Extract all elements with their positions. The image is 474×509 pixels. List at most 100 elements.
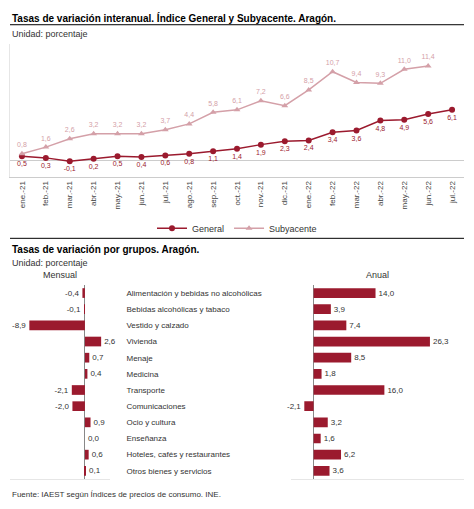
svg-text:5,6: 5,6	[423, 118, 433, 125]
svg-text:3,9: 3,9	[334, 305, 346, 314]
svg-text:2,6: 2,6	[104, 337, 116, 346]
svg-text:0,6: 0,6	[160, 159, 170, 166]
svg-text:1,8: 1,8	[325, 369, 337, 378]
svg-text:4,8: 4,8	[376, 125, 386, 132]
svg-text:2,3: 2,3	[280, 145, 290, 152]
svg-text:3,6: 3,6	[333, 466, 345, 475]
svg-text:Menaje: Menaje	[126, 353, 153, 362]
svg-text:0,5: 0,5	[17, 160, 27, 167]
svg-text:feb.-21: feb.-21	[41, 181, 50, 206]
svg-text:6,1: 6,1	[232, 97, 242, 104]
svg-text:Medicina: Medicina	[126, 370, 159, 379]
svg-text:6,6: 6,6	[280, 93, 290, 100]
svg-text:9,3: 9,3	[376, 71, 386, 78]
svg-text:nov.-21: nov.-21	[256, 181, 265, 208]
svg-text:0,9: 0,9	[94, 418, 106, 427]
svg-text:1,6: 1,6	[41, 135, 51, 142]
svg-text:0,0: 0,0	[88, 434, 100, 443]
svg-text:Unidad: porcentaje: Unidad: porcentaje	[12, 29, 88, 39]
svg-text:Otros bienes y servicios: Otros bienes y servicios	[126, 467, 211, 476]
svg-text:Enseñanza: Enseñanza	[126, 434, 167, 443]
svg-text:Vestido y calzado: Vestido y calzado	[126, 321, 189, 330]
svg-text:7,4: 7,4	[349, 321, 361, 330]
svg-text:8,5: 8,5	[304, 77, 314, 84]
svg-text:1,1: 1,1	[208, 155, 218, 162]
svg-text:jul.-22: jul.-22	[448, 181, 457, 204]
svg-text:1,9: 1,9	[256, 149, 266, 156]
svg-text:feb.-22: feb.-22	[328, 181, 337, 206]
svg-text:Comunicaciones: Comunicaciones	[126, 402, 185, 411]
svg-text:4,4: 4,4	[184, 111, 194, 118]
svg-text:Fuente: IAEST según Índices de: Fuente: IAEST según Índices de precios d…	[12, 490, 221, 499]
svg-text:Transporte: Transporte	[126, 386, 165, 395]
svg-text:ene.-22: ene.-22	[304, 181, 313, 209]
svg-text:Tasas de variación interanual.: Tasas de variación interanual. Índice Ge…	[12, 12, 336, 24]
svg-text:may.-22: may.-22	[400, 181, 409, 210]
svg-text:jul.-21: jul.-21	[161, 181, 170, 204]
svg-text:0,6: 0,6	[92, 450, 104, 459]
svg-text:Ocio y cultura: Ocio y cultura	[126, 418, 175, 427]
svg-text:16,0: 16,0	[387, 386, 403, 395]
svg-text:Hoteles, cafés y restaurantes: Hoteles, cafés y restaurantes	[126, 450, 230, 459]
svg-text:ene.-21: ene.-21	[18, 181, 27, 209]
svg-text:14,0: 14,0	[379, 289, 395, 298]
svg-text:3,2: 3,2	[89, 121, 99, 128]
svg-text:2,4: 2,4	[304, 144, 314, 151]
svg-text:abr.-22: abr.-22	[376, 181, 385, 206]
svg-text:1,6: 1,6	[324, 434, 336, 443]
svg-text:Mensual: Mensual	[43, 270, 77, 280]
svg-text:sep.-21: sep.-21	[209, 181, 218, 208]
svg-text:abr.-21: abr.-21	[89, 181, 98, 206]
svg-text:Tasas de variación por grupos.: Tasas de variación por grupos. Aragón.	[12, 244, 199, 255]
svg-text:ago.-21: ago.-21	[185, 181, 194, 209]
svg-text:0,5: 0,5	[113, 160, 123, 167]
svg-text:11,0: 11,0	[398, 57, 411, 64]
svg-text:0,3: 0,3	[41, 162, 51, 169]
svg-text:3,2: 3,2	[137, 121, 147, 128]
svg-text:may.-21: may.-21	[113, 181, 122, 210]
svg-text:-2,1: -2,1	[54, 386, 68, 395]
svg-text:0,7: 0,7	[92, 353, 104, 362]
svg-text:Bebidas alcohólicas y tabaco: Bebidas alcohólicas y tabaco	[126, 305, 230, 314]
svg-text:3,6: 3,6	[352, 135, 362, 142]
svg-text:-2,0: -2,0	[55, 402, 69, 411]
svg-text:10,7: 10,7	[326, 59, 340, 66]
svg-text:3,2: 3,2	[331, 418, 343, 427]
svg-text:General: General	[192, 224, 224, 234]
svg-text:0,4: 0,4	[137, 161, 147, 168]
svg-text:Vivienda: Vivienda	[126, 337, 157, 346]
svg-text:Anual: Anual	[366, 270, 389, 280]
svg-text:Unidad: porcentaje: Unidad: porcentaje	[12, 258, 88, 268]
svg-text:mar.-22: mar.-22	[352, 181, 361, 209]
svg-text:-2,1: -2,1	[287, 402, 301, 411]
svg-text:-0,1: -0,1	[67, 305, 81, 314]
svg-text:6,1: 6,1	[447, 114, 457, 121]
svg-text:mar.-21: mar.-21	[65, 181, 74, 209]
svg-text:jun.-21: jun.-21	[137, 181, 146, 207]
svg-text:7,2: 7,2	[256, 88, 266, 95]
svg-text:9,4: 9,4	[352, 70, 362, 77]
svg-text:1,4: 1,4	[232, 153, 242, 160]
svg-text:Subyacente: Subyacente	[269, 224, 317, 234]
svg-text:5,8: 5,8	[208, 100, 218, 107]
svg-text:dic.-21: dic.-21	[280, 181, 289, 206]
svg-text:3,2: 3,2	[113, 121, 123, 128]
svg-text:0,1: 0,1	[89, 466, 101, 475]
svg-text:-0,1: -0,1	[64, 165, 76, 172]
svg-text:0,8: 0,8	[184, 158, 194, 165]
svg-text:0,4: 0,4	[90, 369, 102, 378]
svg-text:3,4: 3,4	[328, 136, 338, 143]
svg-text:-8,9: -8,9	[12, 321, 26, 330]
svg-text:0,2: 0,2	[89, 163, 99, 170]
svg-text:-0,4: -0,4	[65, 289, 79, 298]
svg-text:11,4: 11,4	[422, 53, 435, 60]
svg-text:3,7: 3,7	[160, 117, 170, 124]
svg-text:Alimentación y bebidas no alco: Alimentación y bebidas no alcohólicas	[126, 289, 261, 298]
svg-text:oct.-21: oct.-21	[233, 181, 242, 206]
svg-text:jun.-22: jun.-22	[424, 181, 433, 207]
svg-text:2,6: 2,6	[65, 126, 75, 133]
svg-text:6,2: 6,2	[344, 450, 356, 459]
svg-text:26,3: 26,3	[433, 337, 449, 346]
svg-text:4,9: 4,9	[399, 124, 409, 131]
svg-text:0,8: 0,8	[17, 141, 27, 148]
